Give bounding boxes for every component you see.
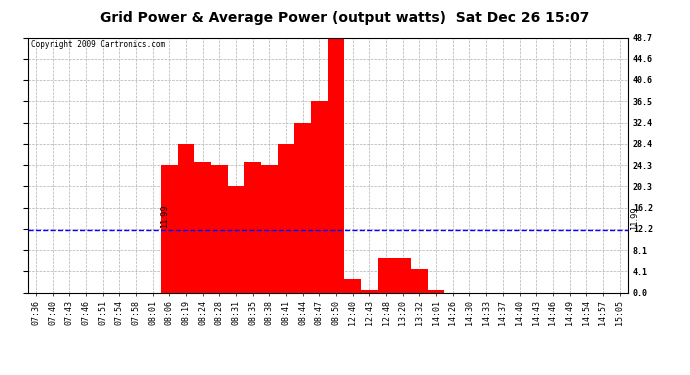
Bar: [177, 144, 195, 292]
Bar: [411, 269, 428, 292]
Bar: [295, 123, 311, 292]
Bar: [328, 38, 344, 292]
Bar: [311, 101, 328, 292]
Bar: [428, 290, 444, 292]
Bar: [211, 165, 228, 292]
Text: 11.99: 11.99: [630, 206, 639, 230]
Bar: [277, 144, 295, 292]
Text: 11.99: 11.99: [160, 204, 169, 228]
Bar: [195, 162, 211, 292]
Bar: [244, 162, 261, 292]
Text: Copyright 2009 Cartronics.com: Copyright 2009 Cartronics.com: [30, 40, 165, 49]
Bar: [228, 186, 244, 292]
Bar: [161, 165, 177, 292]
Bar: [395, 258, 411, 292]
Text: Grid Power & Average Power (output watts)  Sat Dec 26 15:07: Grid Power & Average Power (output watts…: [100, 11, 590, 25]
Bar: [344, 279, 361, 292]
Bar: [261, 165, 277, 292]
Bar: [361, 290, 378, 292]
Bar: [377, 258, 395, 292]
